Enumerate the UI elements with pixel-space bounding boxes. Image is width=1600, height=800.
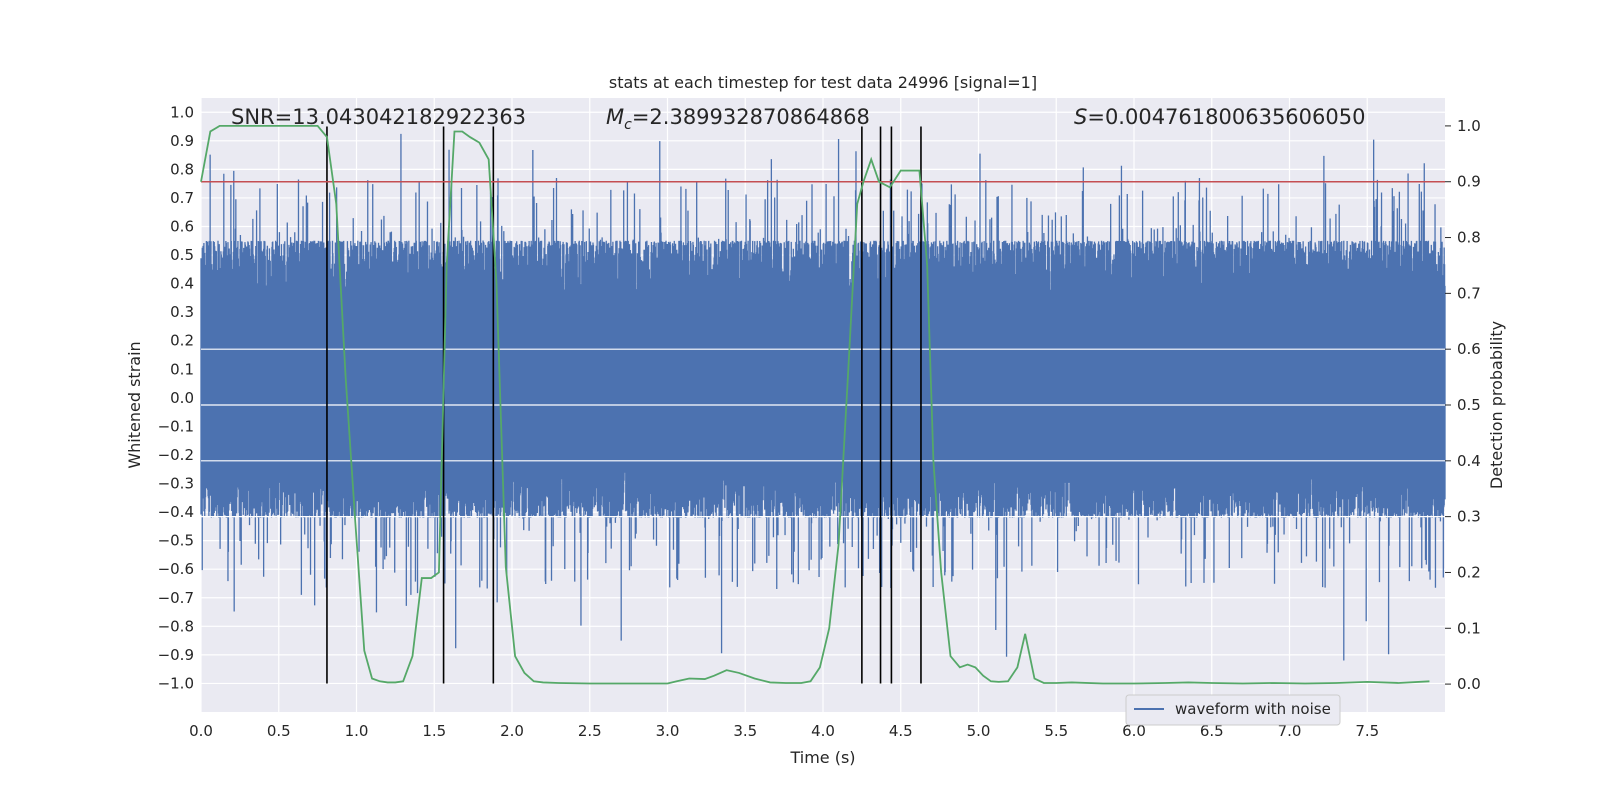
x-tick-label-4: 2.0 (500, 722, 524, 740)
legend-box (1125, 694, 1341, 726)
y-tick-label-0: 1.0 (170, 103, 194, 121)
x-axis-ticks: 0.0 0.5 1.0 1.5 2.0 2.5 3.0 3.5 4.0 4.5 5.0 5.5 6.0 6… (189, 722, 1379, 740)
y2-tick-label-9: 0.1 (1457, 619, 1481, 637)
y-tick-label-9: 0.1 (170, 360, 194, 378)
snr-annotation: SNR=13.043042182922363 (231, 105, 526, 129)
y-tick-label-16: −0.6 (158, 560, 194, 578)
s-symbol: S (1074, 105, 1087, 129)
y-tick-label-14: −0.4 (158, 503, 194, 521)
y-tick-label-13: −0.3 (158, 475, 194, 493)
y-tick-label-11: −0.1 (158, 417, 194, 435)
y2-tick-label-2: 0.8 (1457, 229, 1481, 247)
y2-tick-label-8: 0.2 (1457, 563, 1481, 581)
y-tick-label-7: 0.3 (170, 303, 194, 321)
y2-tick-label-10: 0.0 (1457, 675, 1481, 693)
x-tick-label-3: 1.5 (422, 722, 446, 740)
y-tick-label-6: 0.4 (170, 275, 194, 293)
y-tick-label-18: −0.8 (158, 617, 194, 635)
x-tick-label-9: 4.5 (889, 722, 913, 740)
y2-axis-ticks: 1.0 0.9 0.8 0.7 0.6 0.5 0.4 0.3 0.2 0.1 0.0 (1445, 117, 1481, 693)
x-tick-label-11: 5.5 (1044, 722, 1068, 740)
y2-tick-label-5: 0.5 (1457, 396, 1481, 414)
y-tick-label-10: 0.0 (170, 389, 194, 407)
x-tick-label-2: 1.0 (345, 722, 369, 740)
y2-tick-label-4: 0.6 (1457, 340, 1481, 358)
s-value: =0.004761800635606050 (1087, 105, 1365, 129)
y-tick-label-8: 0.2 (170, 332, 194, 350)
x-tick-label-5: 2.5 (578, 722, 602, 740)
y-tick-label-1: 0.9 (170, 132, 194, 150)
chart-title: stats at each timestep for test data 249… (609, 73, 1037, 92)
y-tick-label-2: 0.8 (170, 160, 194, 178)
x-tick-label-14: 7.0 (1278, 722, 1302, 740)
x-axis-label: Time (s) (789, 748, 855, 767)
y-tick-label-17: −0.7 (158, 589, 194, 607)
y2-tick-label-7: 0.3 (1457, 508, 1481, 526)
detection-probability-line (200, 125, 1430, 685)
x-tick-label-8: 4.0 (811, 722, 835, 740)
y2-tick-label-1: 0.9 (1457, 173, 1481, 191)
chirp-mass-value: =2.389932870864868 (632, 105, 870, 129)
y2-tick-label-6: 0.4 (1457, 452, 1481, 470)
y-tick-label-15: −0.5 (158, 532, 194, 550)
legend: waveform with noise (1125, 694, 1341, 726)
y-tick-label-5: 0.5 (170, 246, 194, 264)
chirp-mass-subscript: c (624, 117, 632, 133)
y-tick-label-20: −1.0 (158, 674, 194, 692)
chirp-mass-symbol: M (606, 105, 624, 129)
x-tick-label-0: 0.0 (189, 722, 213, 740)
y-tick-label-3: 0.7 (170, 189, 194, 207)
x-tick-label-12: 6.0 (1122, 722, 1146, 740)
y2-tick-label-3: 0.7 (1457, 284, 1481, 302)
x-tick-label-6: 3.0 (656, 722, 680, 740)
waveform-core-band (201, 297, 1445, 464)
x-tick-label-13: 6.5 (1200, 722, 1224, 740)
x-tick-label-1: 0.5 (267, 722, 291, 740)
s-annotation: S=0.004761800635606050 (1074, 105, 1365, 129)
x-tick-label-10: 5.0 (967, 722, 991, 740)
y-tick-label-4: 0.6 (170, 218, 194, 236)
waveform-with-noise-series (200, 133, 1446, 661)
x-tick-label-15: 7.5 (1355, 722, 1379, 740)
legend-label: waveform with noise (1175, 700, 1331, 718)
chirp-mass-annotation: Mc=2.389932870864868 (606, 105, 870, 133)
y2-tick-label-0: 1.0 (1457, 117, 1481, 135)
x-tick-label-7: 3.5 (733, 722, 757, 740)
y2-axis-label: Detection probability (1487, 321, 1506, 489)
y-axis-label: Whitened strain (125, 341, 144, 468)
y-axis-ticks: 1.0 0.9 0.8 0.7 0.6 0.5 0.4 0.3 0.2 0.1 0.0 −0.1 −0.… (158, 103, 194, 692)
detection-probability-series (200, 125, 1430, 685)
y-tick-label-19: −0.9 (158, 646, 194, 664)
y-tick-label-12: −0.2 (158, 446, 194, 464)
grid-lines-over-waveform (201, 348, 1445, 518)
